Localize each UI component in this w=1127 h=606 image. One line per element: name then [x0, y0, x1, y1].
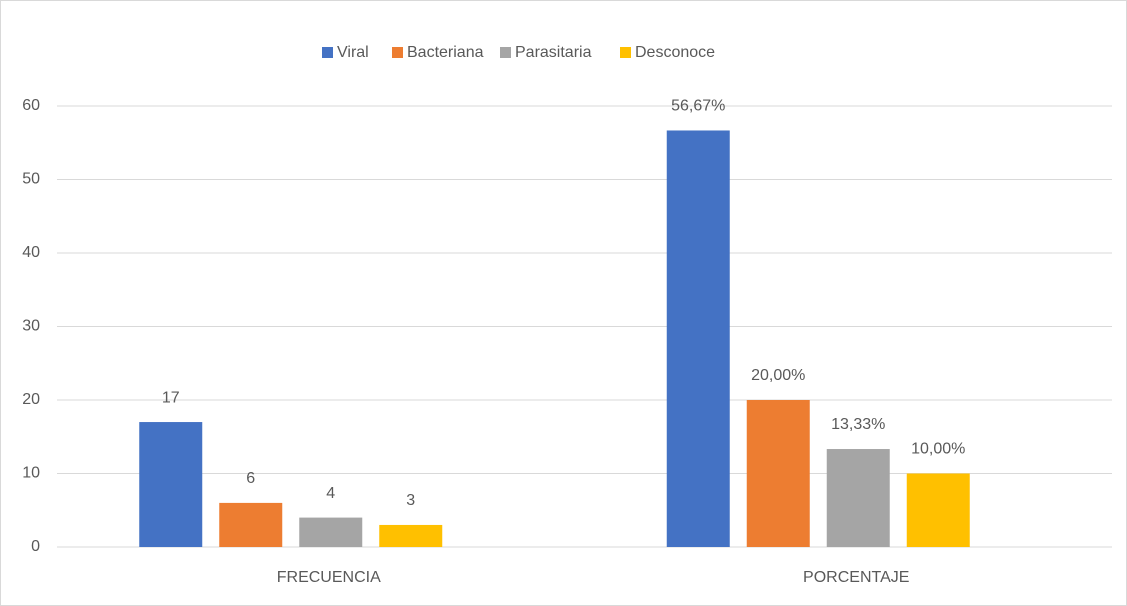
data-label: 10,00%	[911, 441, 965, 458]
data-label: 56,67%	[671, 98, 725, 115]
legend-label: Viral	[337, 44, 369, 61]
y-tick-label: 10	[22, 465, 40, 482]
bar	[299, 517, 363, 547]
bar	[826, 449, 890, 547]
y-tick-label: 60	[22, 97, 40, 114]
legend-swatch	[392, 47, 403, 58]
data-label: 20,00%	[751, 367, 805, 384]
y-tick-label: 20	[22, 391, 40, 408]
y-tick-label: 30	[22, 318, 40, 335]
data-label: 4	[326, 485, 335, 502]
data-label: 6	[246, 470, 255, 487]
legend-swatch	[620, 47, 631, 58]
bar	[379, 524, 443, 547]
legend-label: Bacteriana	[407, 44, 484, 61]
data-label: 17	[162, 389, 180, 406]
x-tick-label: PORCENTAJE	[803, 569, 909, 586]
bar	[746, 400, 810, 547]
data-label: 3	[406, 492, 415, 509]
y-tick-label: 0	[31, 538, 40, 555]
legend-label: Desconoce	[635, 44, 715, 61]
bar	[219, 502, 283, 547]
x-tick-label: FRECUENCIA	[277, 569, 381, 586]
legend-swatch	[500, 47, 511, 58]
data-label: 13,33%	[831, 416, 885, 433]
y-tick-label: 50	[22, 171, 40, 188]
bar	[906, 473, 970, 547]
legend-swatch	[322, 47, 333, 58]
bar	[666, 130, 730, 547]
y-tick-label: 40	[22, 244, 40, 261]
legend-label: Parasitaria	[515, 44, 592, 61]
bar	[139, 422, 203, 547]
